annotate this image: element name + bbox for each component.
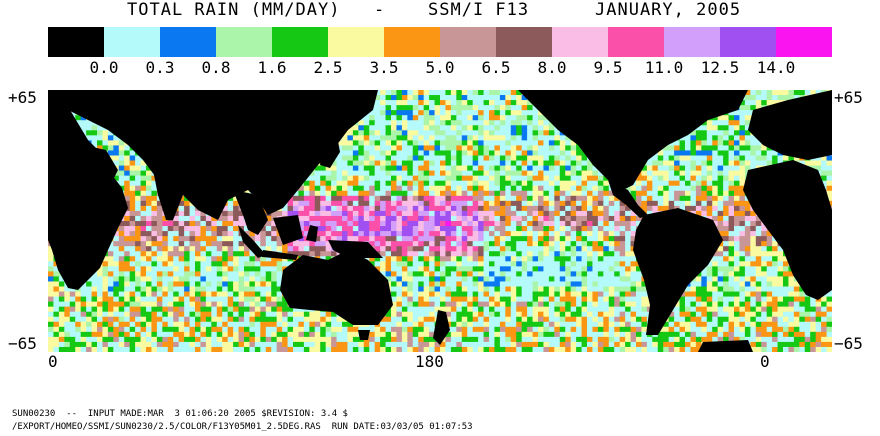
lat-label-top-left: +65 [8,88,37,107]
lat-label-bottom-right: −65 [834,334,863,353]
legend-swatch-7 [440,27,496,57]
lat-label-bottom-left: −65 [8,334,37,353]
legend-label-2: 0.8 [201,58,231,77]
legend-label-6: 5.0 [425,58,455,77]
legend-label-9: 9.5 [593,58,623,77]
legend-swatch-0 [48,27,104,57]
legend-swatch-6 [384,27,440,57]
africa [743,160,832,300]
java [262,250,298,260]
title-date: JANUARY, 2005 [595,0,742,20]
southeast-asia [233,190,268,235]
legend-label-3: 1.6 [257,58,287,77]
india [153,170,183,220]
central-america [608,180,648,218]
japan [320,130,340,168]
sumatra [238,225,266,258]
legend-label-0: 0.0 [89,58,119,77]
legend-label-11: 12.5 [700,58,740,77]
south-america [633,208,723,335]
europe [748,90,832,160]
legend-swatch-3 [216,27,272,57]
legend-swatch-1 [104,27,160,57]
legend-label-5: 3.5 [369,58,399,77]
footer-line-2: /EXPORT/HOMEO/SSMI/SUN0230/2.5/COLOR/F13… [12,422,473,432]
legend-swatch-10 [608,27,664,57]
antarctica-tip [698,340,753,352]
legend-label-4: 2.5 [313,58,343,77]
legend-label-1: 0.3 [145,58,175,77]
title-sensor: SSM/I F13 [428,0,530,20]
sulawesi [306,225,318,242]
africa-europe-west [48,98,128,290]
legend-label-10: 11.0 [644,58,684,77]
map-title: TOTAL RAIN (MM/DAY) - SSM/I F13 JANUARY,… [0,0,880,22]
lon-label-0-left: 0 [48,352,58,371]
legend-swatch-8 [496,27,552,57]
arabia [83,145,118,186]
rainfall-map [48,90,832,352]
borneo [273,215,303,245]
new-zealand [433,310,450,345]
asia [48,90,378,220]
legend-swatch-5 [328,27,384,57]
legend-swatch-9 [552,27,608,57]
legend-swatch-12 [720,27,776,57]
legend-labels: 0.0 0.3 0.8 1.6 2.5 3.5 5.0 6.5 8.0 9.5 11.0 12.5 14… [48,58,832,78]
tasmania [358,330,370,340]
north-america [518,90,748,190]
legend-swatch-2 [160,27,216,57]
title-variable: TOTAL RAIN (MM/DAY) [127,0,341,20]
color-legend [48,27,832,57]
legend-label-7: 6.5 [481,58,511,77]
legend-label-12: 14.0 [756,58,796,77]
australia [280,250,393,325]
legend-swatch-4 [272,27,328,57]
legend-label-8: 8.0 [537,58,567,77]
lon-label-180: 180 [415,352,444,371]
title-separator: - [374,0,386,20]
legend-swatch-13 [776,27,832,57]
greenland [678,90,738,115]
footer-line-1: SUN00230 -- INPUT MADE:MAR 3 01:06:20 20… [12,409,348,419]
land-mask [48,90,832,352]
lat-label-top-right: +65 [834,88,863,107]
legend-swatch-11 [664,27,720,57]
lon-label-0-right: 0 [760,352,770,371]
